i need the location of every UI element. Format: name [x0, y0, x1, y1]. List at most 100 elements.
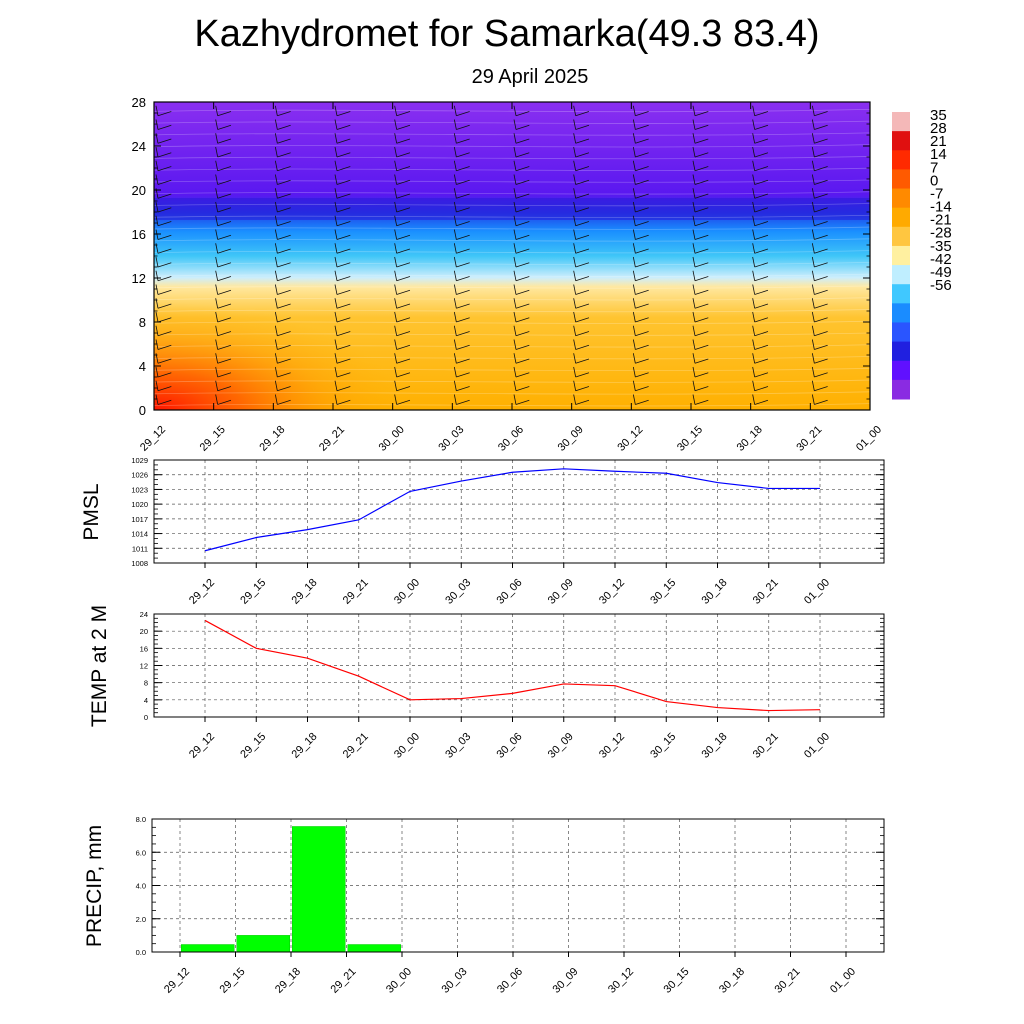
wind-barb	[694, 152, 709, 158]
wind-barb	[456, 234, 470, 240]
wind-barb-feather	[632, 201, 636, 213]
wind-barb-feather	[573, 229, 577, 240]
wind-barb	[874, 180, 887, 184]
wind-barb	[515, 221, 530, 227]
x-tick-label: 30_18	[717, 966, 747, 996]
wind-barb	[694, 276, 709, 282]
wind-barb	[157, 207, 172, 213]
x-tick-label: 30_03	[436, 424, 466, 454]
wind-barb	[277, 152, 291, 158]
wind-barb	[277, 111, 291, 117]
wind-barb	[874, 277, 887, 281]
wind-barb-feather	[513, 201, 517, 213]
wind-barb	[277, 193, 291, 199]
wind-barb-feather	[394, 215, 398, 226]
wind-barb-feather	[872, 395, 874, 405]
wind-barb	[874, 400, 887, 404]
wind-barb	[456, 138, 470, 144]
wind-barb-feather	[632, 394, 636, 405]
wind-barb-feather	[692, 394, 696, 405]
wind-barb-feather	[453, 133, 457, 144]
x-tick-label: 01_00	[854, 424, 884, 454]
wind-barb-feather	[274, 201, 278, 213]
wind-barb-feather	[215, 174, 219, 185]
wind-barb-feather	[334, 229, 338, 240]
x-tick-label: 30_09	[556, 424, 586, 454]
wind-barb	[456, 262, 470, 268]
wind-barb	[396, 358, 411, 364]
wind-barb	[694, 124, 709, 130]
wind-barb-feather	[215, 105, 219, 116]
wind-barb-feather	[155, 160, 159, 171]
wind-barb-feather	[573, 215, 577, 226]
wind-barb	[456, 331, 470, 337]
wind-barb	[635, 166, 649, 172]
main-title: Kazhydromet for Samarka(49.3 83.4)	[194, 13, 819, 55]
wind-barb-feather	[155, 380, 159, 391]
wind-barb-feather	[811, 339, 815, 350]
wind-barb	[814, 138, 828, 144]
wind-barb	[157, 193, 172, 199]
y-tick-label: 28	[132, 95, 146, 110]
wind-barb-feather	[573, 270, 577, 281]
wind-barb-feather	[513, 160, 517, 171]
wind-barb-feather	[752, 353, 756, 364]
x-tick-label: 30_03	[443, 731, 473, 761]
y-tick-label: 1020	[131, 500, 148, 509]
colorbar-label: 28	[930, 120, 947, 137]
x-tick-label: 30_09	[551, 966, 581, 996]
wind-barb	[694, 207, 709, 213]
contour-line	[154, 297, 870, 301]
wind-barb-feather	[811, 298, 815, 309]
contour-line	[154, 356, 870, 360]
wind-barb	[515, 276, 530, 282]
x-tick-label: 29_15	[218, 966, 248, 996]
wind-barb-feather	[274, 174, 278, 185]
wind-barb-feather	[872, 106, 874, 116]
wind-barb-feather	[453, 339, 457, 350]
contour-line	[154, 367, 870, 372]
wind-barb-feather	[155, 311, 159, 323]
wind-barb	[336, 234, 351, 240]
colorbar-segment	[892, 265, 910, 285]
wind-barb	[754, 152, 769, 158]
wind-barb	[575, 303, 590, 309]
wind-barb-feather	[692, 298, 696, 309]
wind-barb-feather	[573, 284, 577, 295]
wind-barb-feather	[811, 174, 815, 185]
wind-barb	[575, 344, 590, 350]
wind-barb	[874, 153, 887, 157]
wind-barb-feather	[513, 215, 517, 226]
x-tick-label: 30_09	[546, 577, 576, 607]
wind-barb	[515, 193, 530, 199]
contour-line	[154, 238, 870, 242]
wind-barb-feather	[334, 215, 338, 226]
wind-barb-feather	[215, 119, 219, 130]
wind-barb-feather	[632, 119, 636, 130]
wind-barb	[694, 193, 709, 199]
wind-barb-feather	[453, 311, 457, 323]
wind-barb-feather	[513, 394, 517, 405]
y-tick-label: 6.0	[136, 848, 146, 857]
wind-barb	[814, 276, 828, 282]
contour-line	[154, 214, 870, 219]
precip-panel: 29_12 29_15 29_18 29_21 30_00 30_03 30_06 30_09…	[83, 815, 885, 996]
wind-barb-feather	[752, 174, 756, 185]
wind-barb-feather	[215, 160, 219, 171]
wind-barb-feather	[215, 353, 219, 364]
wind-barb	[456, 207, 470, 213]
wind-barb	[157, 317, 172, 323]
wind-barb-feather	[453, 174, 457, 185]
wind-barb	[575, 166, 590, 172]
wind-barb-feather	[752, 298, 756, 309]
wind-barb-feather	[394, 201, 398, 213]
wind-barb	[336, 166, 351, 172]
wind-barb	[336, 386, 351, 392]
wind-barb-feather	[394, 105, 398, 116]
contour-line	[154, 391, 870, 395]
wind-barb-feather	[334, 284, 338, 295]
wind-barb-feather	[872, 285, 874, 295]
wind-barb-feather	[453, 298, 457, 309]
wind-barb-feather	[334, 380, 338, 391]
wind-barb	[396, 166, 411, 172]
